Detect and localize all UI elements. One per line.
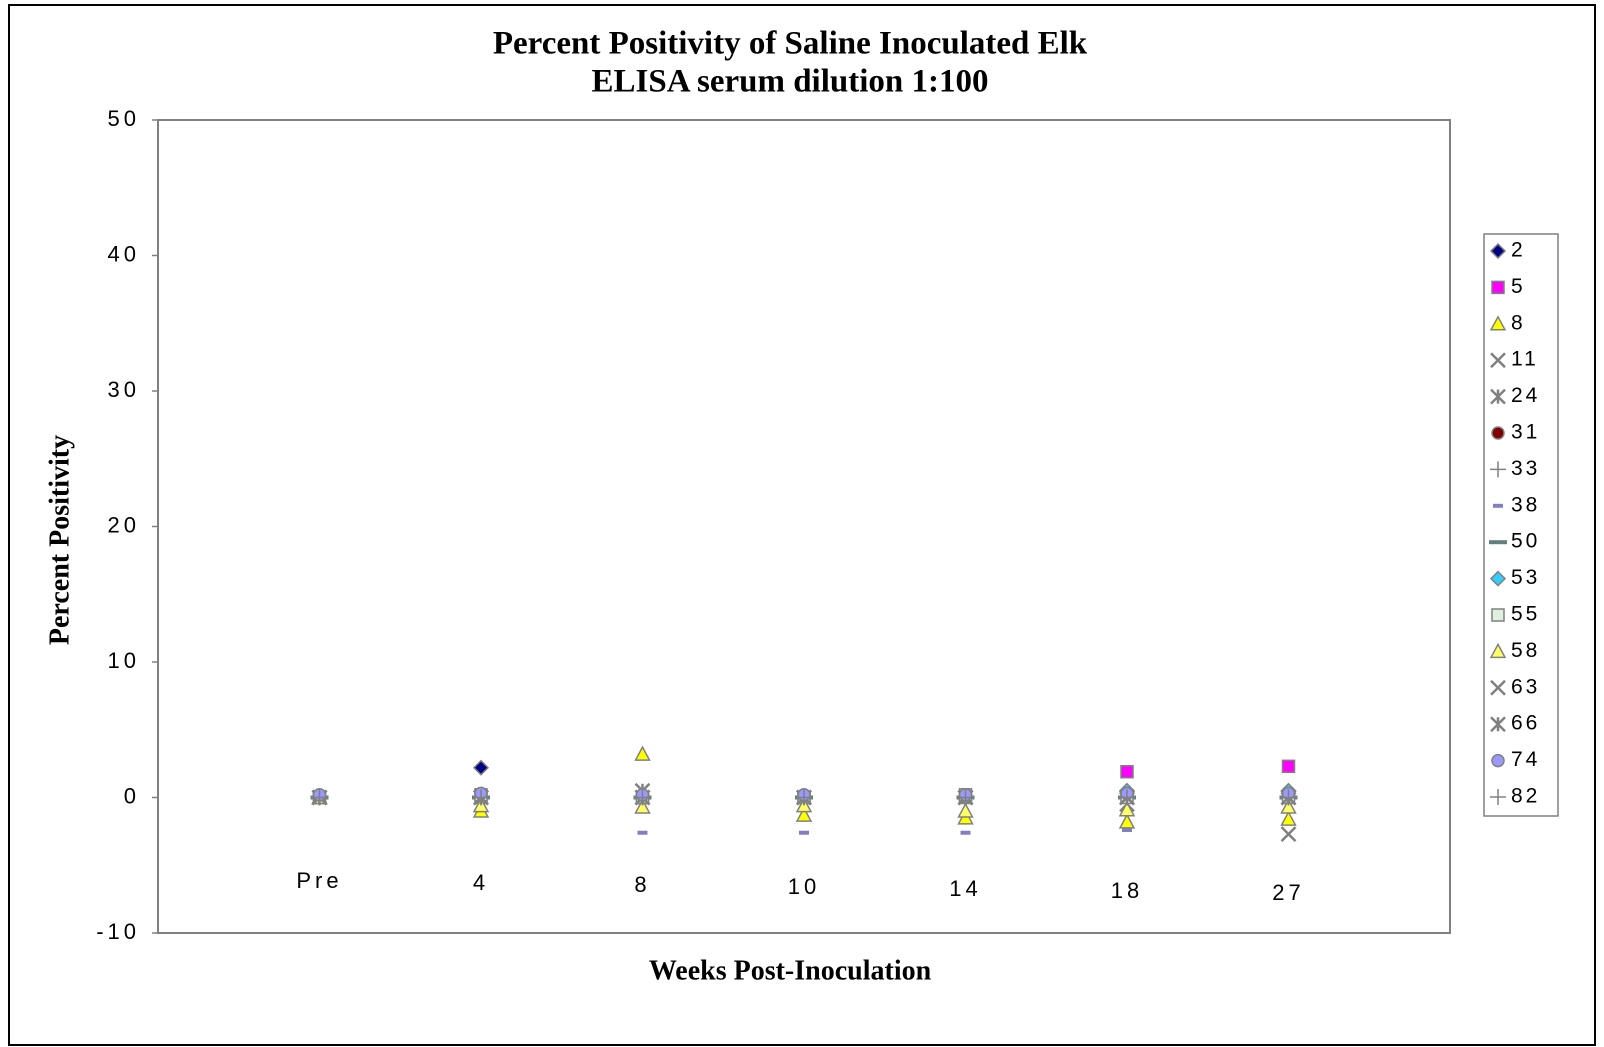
y-tick-label: 40 [108,241,140,266]
marker-x [1490,352,1506,369]
marker-triangle [957,802,974,818]
marker-plus [1119,789,1135,806]
y-axis-title: Percent Positivity [44,435,75,645]
marker-triangle [1489,642,1507,659]
marker-plus [796,789,812,806]
marker-longdash [1489,540,1507,545]
marker-plus [1280,789,1297,806]
x-tick-label: 27 [1272,880,1304,905]
marker-triangle [1280,810,1297,826]
legend-label: 2 [1511,239,1526,262]
marker-star [1490,388,1506,405]
legend-label: 66 [1511,712,1540,735]
marker-dash [1122,828,1132,833]
x-tick-label: 18 [1111,878,1143,903]
legend-label: 38 [1511,493,1540,516]
x-tick-label: 8 [634,872,650,897]
chart-subtitle: ELISA serum dilution 1:100 [592,64,989,100]
x-axis-title: Weeks Post-Inoculation [649,955,932,986]
marker-dash [1493,503,1503,508]
legend-label: 63 [1511,675,1540,698]
legend-label: 24 [1511,384,1540,407]
legend-label: 33 [1511,457,1540,480]
marker-diamond [1489,570,1507,587]
y-tick-label: 10 [108,648,140,673]
marker-triangle [1489,315,1507,331]
y-tick-label: 0 [124,783,140,808]
x-tick-label: 10 [788,874,820,899]
marker-dash [637,830,648,835]
legend-label: 55 [1511,603,1540,626]
marker-plus [473,789,489,806]
marker-plus [1490,789,1506,805]
marker-plus [634,789,651,806]
marker-x [1490,679,1506,696]
legend-label: 50 [1511,530,1540,553]
marker-triangle [634,798,651,814]
marker-dash [799,830,809,835]
marker-circle [1491,753,1505,768]
y-tick-label: 20 [108,512,140,537]
chart-frame [8,4,1596,1046]
marker-triangle [795,806,813,822]
marker-triangle [1118,801,1136,817]
marker-diamond [472,759,490,776]
legend-box [1483,233,1559,817]
legend-label: 5 [1511,275,1526,298]
marker-square [1281,759,1296,774]
marker-square [1491,608,1505,622]
marker-plus [957,789,974,806]
legend-label: 31 [1511,421,1540,444]
marker-dash [960,830,971,835]
y-tick-label: 30 [108,377,140,402]
x-tick-label: Pre [296,868,342,893]
y-tick-label: -10 [96,919,140,944]
y-tick-label: 50 [108,106,140,131]
marker-triangle [1118,813,1136,829]
marker-triangle [1280,798,1297,814]
marker-triangle [634,745,651,761]
marker-plus [311,789,328,806]
legend-label: 74 [1511,748,1540,771]
legend-label: 58 [1511,639,1540,662]
x-tick-label: 14 [949,876,981,901]
marker-square [1491,280,1505,295]
marker-x [1280,826,1297,842]
marker-diamond [1489,242,1507,260]
legend-label: 11 [1511,348,1539,371]
marker-star [1490,716,1506,733]
chart-title: Percent Positivity of Saline Inoculated … [493,26,1088,62]
marker-circle [1491,426,1505,440]
legend-label: 82 [1511,785,1540,808]
marker-square [1120,765,1134,779]
marker-plus [1490,461,1506,478]
legend-label: 8 [1511,311,1526,334]
x-tick-label: 4 [473,870,489,895]
legend-label: 53 [1511,566,1540,589]
